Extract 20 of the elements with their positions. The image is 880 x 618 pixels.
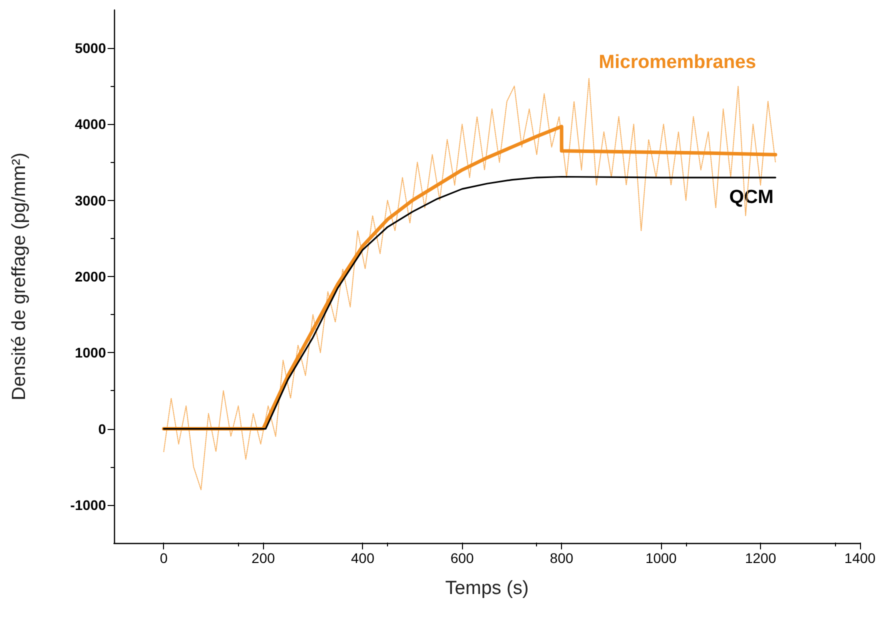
y-tick-label: 2000 xyxy=(74,268,106,284)
line-series xyxy=(163,78,776,490)
x-tick-label: 1000 xyxy=(645,550,677,566)
x-tick-label: 400 xyxy=(350,550,375,566)
line-series xyxy=(162,176,776,430)
x-tick-label: 0 xyxy=(160,550,168,566)
x-tick-label: 800 xyxy=(550,550,574,566)
x-tick-label: 1400 xyxy=(844,550,876,566)
y-tick-label: 4000 xyxy=(74,116,106,132)
x-tick-label: 200 xyxy=(252,550,276,566)
y-tick-label: 0 xyxy=(98,420,106,437)
y-tick-label: 5000 xyxy=(74,40,106,56)
y-tick-label: 3000 xyxy=(74,192,106,208)
y-axis-title: Densité de greffage (pg/mm²) xyxy=(9,152,30,400)
y-tick-label: -1000 xyxy=(70,496,106,513)
x-axis-title: Temps (s) xyxy=(445,578,529,599)
text: Micromembranes xyxy=(598,52,756,74)
y-tick-label: 1000 xyxy=(74,344,106,361)
x-tick-label: 1200 xyxy=(744,550,776,566)
x-tick-label: 600 xyxy=(450,550,474,566)
